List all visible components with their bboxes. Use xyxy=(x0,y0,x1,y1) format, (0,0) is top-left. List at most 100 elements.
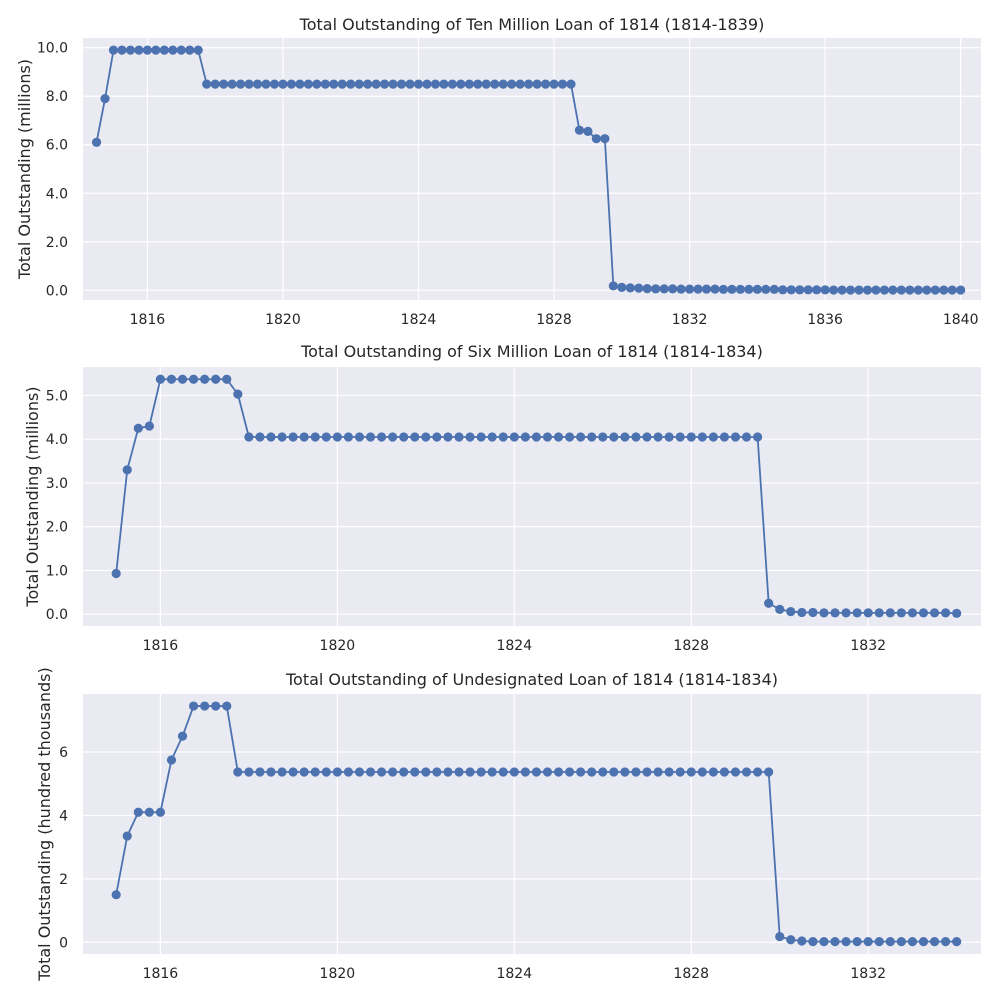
ten-data-point xyxy=(286,79,297,89)
ten-data-point xyxy=(608,281,618,291)
six-data-point xyxy=(686,432,696,442)
six-data-point xyxy=(498,432,508,442)
undesignated-data-point xyxy=(686,767,696,777)
six-data-point xyxy=(664,432,674,442)
undesignated-x-tick-label: 1832 xyxy=(850,966,886,982)
undesignated-data-point xyxy=(631,767,641,777)
ten-data-point xyxy=(922,285,932,295)
six-data-point xyxy=(719,432,730,442)
six-data-point xyxy=(730,432,741,442)
six-data-point xyxy=(244,432,254,442)
ten-x-tick-label: 1836 xyxy=(807,312,843,328)
ten-x-tick-label: 1828 xyxy=(536,312,572,328)
ten-data-point xyxy=(413,79,424,89)
ten-data-point xyxy=(515,79,525,89)
undesignated-data-points xyxy=(111,701,962,947)
ten-data-point xyxy=(854,285,864,295)
undesignated-data-point xyxy=(388,767,398,777)
six-data-point xyxy=(830,608,840,618)
ten-data-point xyxy=(939,285,949,295)
undesignated-y-tick-label: 4 xyxy=(59,808,68,824)
undesignated-data-point xyxy=(155,807,166,817)
six-data-point xyxy=(542,432,553,442)
ten-data-point xyxy=(524,79,534,89)
ten-data-point xyxy=(786,285,796,295)
undesignated-data-point xyxy=(310,767,320,777)
six-data-point xyxy=(222,374,232,384)
undesignated-y-tick-label: 2 xyxy=(59,872,68,888)
six-data-point xyxy=(819,608,829,618)
ten-data-point xyxy=(371,79,381,89)
ten-data-point xyxy=(888,285,898,295)
six-data-point xyxy=(929,608,940,618)
undesignated-data-point xyxy=(896,937,906,947)
six-data-point xyxy=(376,432,387,442)
ten-data-point xyxy=(202,79,212,89)
ten-data-point xyxy=(583,126,593,136)
ten-data-point xyxy=(676,284,686,294)
six-data-point xyxy=(277,432,287,442)
undesignated-data-point xyxy=(144,807,154,817)
ten-data-point xyxy=(727,284,737,294)
six-data-point xyxy=(907,608,918,618)
ten-data-point xyxy=(651,284,661,294)
ten-data-point xyxy=(252,79,263,89)
six-data-point xyxy=(465,432,475,442)
six-data-point xyxy=(299,432,309,442)
undesignated-x-tick-label: 1824 xyxy=(496,966,532,982)
ten-data-point xyxy=(185,45,195,55)
ten-data-point xyxy=(379,79,390,89)
undesignated-data-point xyxy=(211,701,221,711)
ten-data-point xyxy=(176,45,186,55)
undesignated-data-point xyxy=(653,767,663,777)
six-data-point xyxy=(587,432,597,442)
undesignated-data-point xyxy=(509,767,519,777)
ten-data-point xyxy=(761,284,771,294)
ten-data-point xyxy=(557,79,568,89)
undesignated-data-point xyxy=(321,767,331,777)
ten-data-point xyxy=(905,285,915,295)
six-data-point xyxy=(896,608,906,618)
undesignated-data-point xyxy=(863,937,873,947)
ten-data-point xyxy=(507,79,517,89)
six-y-tick-label: 5.0 xyxy=(46,388,68,404)
chart-ten-million-loan: 0.0 2.0 4.0 6.0 8.0 10.0 1816 1820 1824 1828 1832 1… xyxy=(15,15,981,328)
six-data-point xyxy=(797,607,807,618)
ten-x-tick-label: 1824 xyxy=(401,312,437,328)
undesignated-gridlines xyxy=(83,694,981,954)
ten-y-tick-label: 8.0 xyxy=(46,89,68,105)
undesignated-data-point xyxy=(907,937,918,947)
six-y-tick-label: 0.0 xyxy=(46,607,68,623)
ten-data-point xyxy=(752,284,762,294)
undesignated-data-point xyxy=(343,767,354,777)
undesignated-data-point xyxy=(277,767,287,777)
undesignated-data-point xyxy=(332,767,342,777)
ten-y-tick-label: 2.0 xyxy=(46,235,68,251)
six-y-tick-label: 3.0 xyxy=(46,476,68,492)
undesignated-data-point xyxy=(797,936,807,946)
six-y-axis-label: Total Outstanding (millions) xyxy=(23,386,42,607)
six-data-point xyxy=(841,608,851,618)
six-data-point xyxy=(399,432,409,442)
ten-data-point xyxy=(473,79,483,89)
undesignated-data-point xyxy=(399,767,409,777)
undesignated-data-point xyxy=(111,890,121,900)
six-data-points xyxy=(111,374,962,618)
undesignated-data-point xyxy=(222,701,232,711)
ten-data-point xyxy=(956,285,966,295)
ten-data-point xyxy=(168,45,178,55)
six-data-point xyxy=(576,432,586,442)
ten-data-point xyxy=(930,285,940,295)
ten-data-point xyxy=(591,134,601,144)
undesignated-chart-title: Total Outstanding of Undesignated Loan o… xyxy=(285,670,778,689)
ten-y-tick-label: 10.0 xyxy=(37,41,68,57)
undesignated-data-point xyxy=(188,701,199,711)
chart-six-million-loan: 0.0 1.0 2.0 3.0 4.0 5.0 1816 1820 1824 1828 1832 To… xyxy=(23,342,981,654)
ten-data-point xyxy=(464,79,474,89)
six-data-point xyxy=(122,465,132,475)
ten-data-point xyxy=(329,79,339,89)
six-data-point xyxy=(432,432,442,442)
ten-data-point xyxy=(532,79,542,89)
ten-data-point xyxy=(795,285,805,295)
undesignated-data-point xyxy=(609,767,619,777)
